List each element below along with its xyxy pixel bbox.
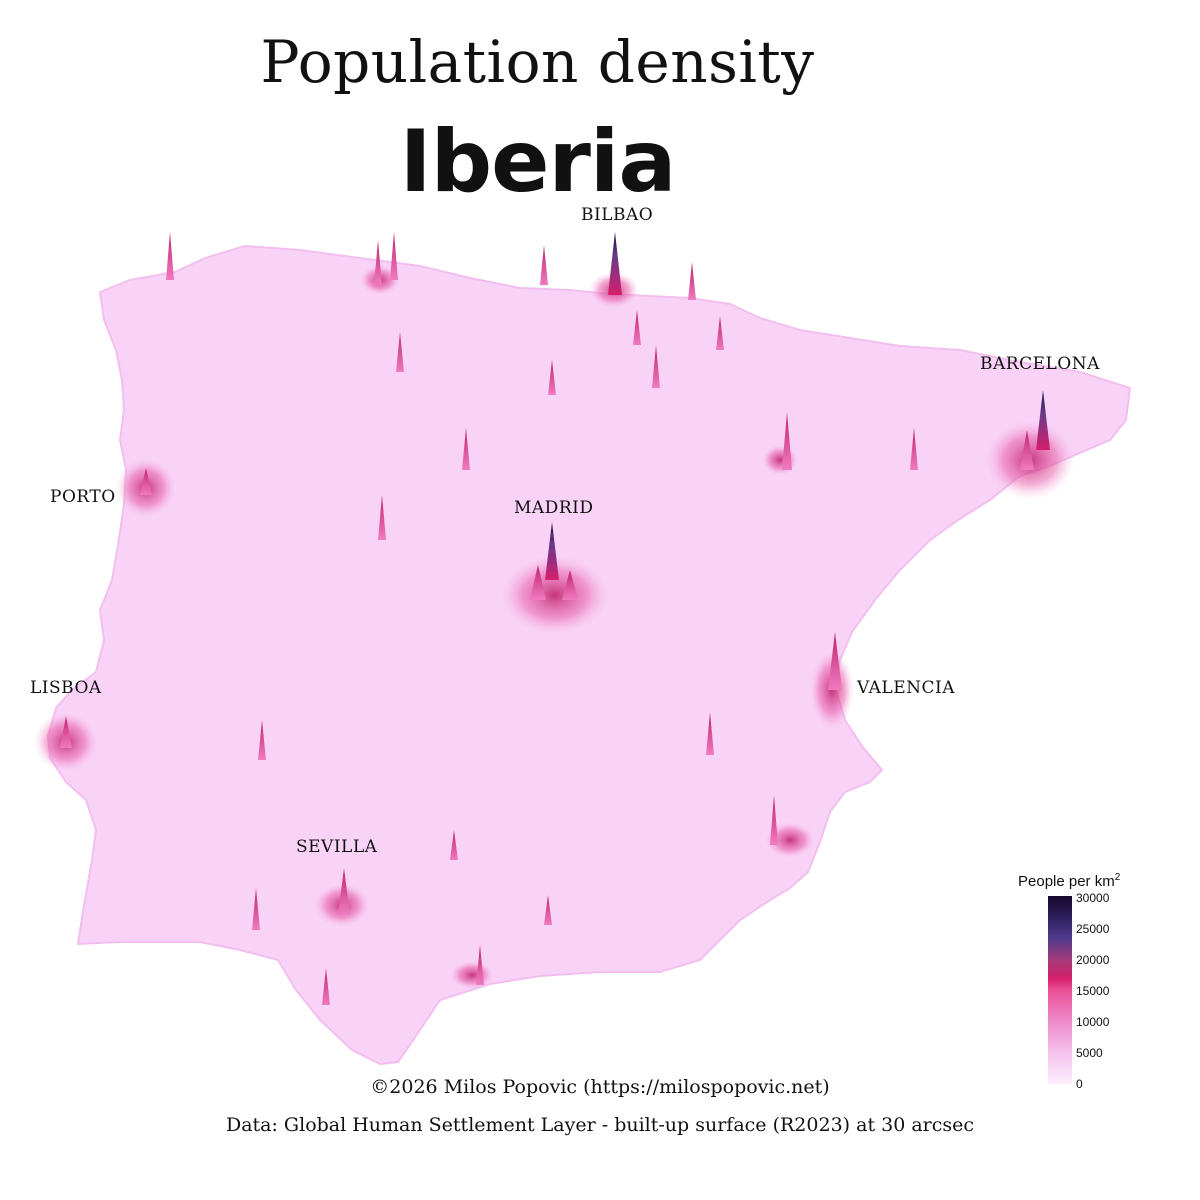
- legend-tick: 15000: [1076, 984, 1110, 998]
- legend-tick: 25000: [1076, 922, 1110, 936]
- legend-tick: 0: [1076, 1077, 1083, 1091]
- copyright-credit: ©2026 Milos Popovic (https://milospopovi…: [370, 1076, 830, 1098]
- city-label-barcelona: BARCELONA: [980, 354, 1100, 374]
- data-source-credit: Data: Global Human Settlement Layer - bu…: [225, 1114, 975, 1136]
- city-label-sevilla: SEVILLA: [296, 837, 378, 857]
- city-label-valencia: VALENCIA: [857, 678, 955, 698]
- legend-tick: 5000: [1076, 1046, 1103, 1060]
- map-subtitle: Iberia: [399, 112, 677, 212]
- legend-tick: 30000: [1076, 891, 1110, 905]
- legend-title: People per km2: [1018, 872, 1121, 890]
- map-title: Population density: [260, 28, 815, 96]
- city-label-bilbao: BILBAO: [581, 205, 654, 225]
- city-label-lisboa: LISBOA: [30, 678, 102, 698]
- city-label-madrid: MADRID: [514, 498, 594, 518]
- legend-color-bar: [1048, 896, 1072, 1084]
- peninsula-landmass: [46, 244, 1132, 1066]
- density-spikes: [60, 232, 1050, 1005]
- density-legend: People per km2 30000 25000 20000 15000 1…: [1010, 866, 1160, 1096]
- city-label-porto: PORTO: [50, 487, 116, 507]
- legend-tick: 10000: [1076, 1015, 1110, 1029]
- legend-tick: 20000: [1076, 953, 1110, 967]
